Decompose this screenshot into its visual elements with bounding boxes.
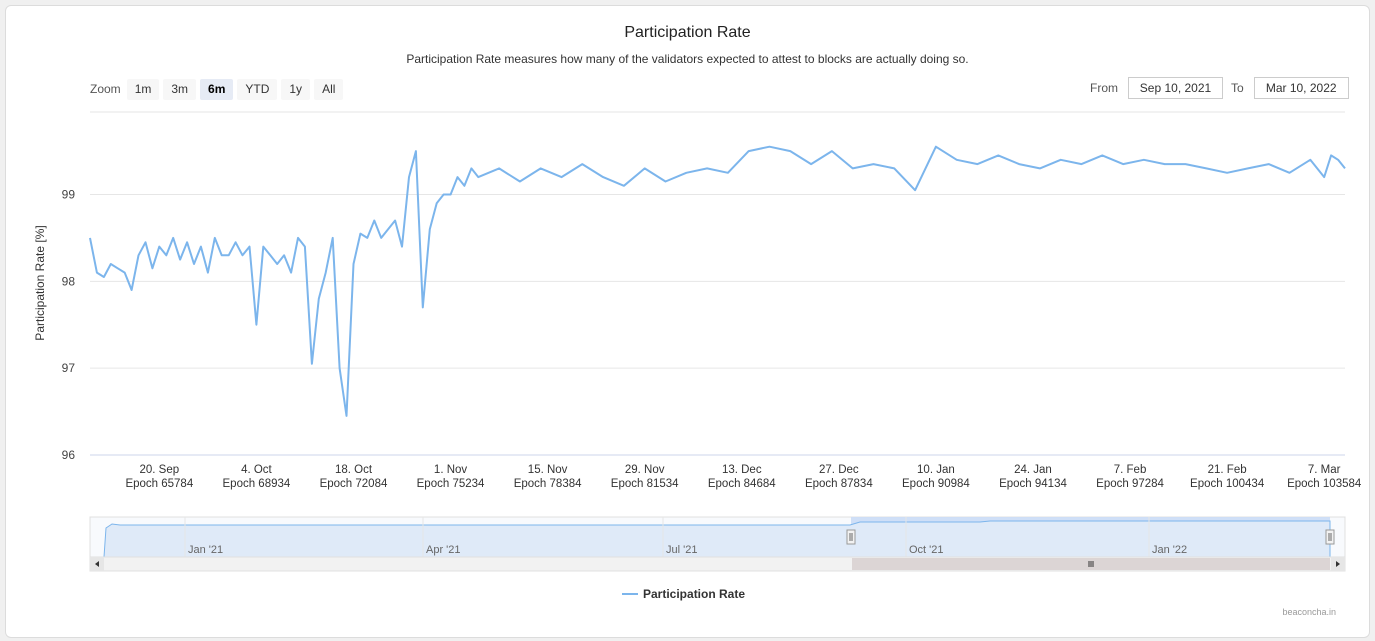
zoom-selector: Zoom 1m 3m 6m YTD 1y All [90, 78, 347, 100]
x-tick-epoch-8: Epoch 90984 [902, 478, 970, 490]
x-tick-epoch-11: Epoch 100434 [1190, 478, 1265, 490]
chart-title: Participation Rate [624, 24, 751, 41]
scroll-left-arrow-icon [95, 561, 99, 567]
x-tick-epoch-6: Epoch 84684 [708, 478, 776, 490]
scroll-right-arrow-icon [1336, 561, 1340, 567]
x-tick-epoch-0: Epoch 65784 [125, 478, 193, 490]
y-tick-label-1: 97 [62, 361, 76, 375]
from-label: From [1090, 81, 1118, 95]
zoom-1m-button[interactable]: 1m [126, 78, 160, 100]
x-tick-date-1: 4. Oct [241, 464, 272, 476]
x-tick-date-2: 18. Oct [335, 464, 373, 476]
from-date-input[interactable]: Sep 10, 2021 [1128, 77, 1223, 99]
range-to: To Mar 10, 2022 [1231, 77, 1349, 99]
y-axis: 96 97 98 99 [62, 187, 76, 462]
zoom-1y-button[interactable]: 1y [281, 78, 311, 100]
to-date-input[interactable]: Mar 10, 2022 [1253, 77, 1349, 99]
x-tick-epoch-3: Epoch 75234 [417, 478, 485, 490]
legend-label: Participation Rate [643, 587, 746, 601]
x-tick-epoch-9: Epoch 94134 [999, 478, 1067, 490]
navigator-tick-label-3: Oct '21 [909, 544, 944, 556]
y-tick-label-0: 96 [62, 448, 76, 462]
zoom-ytd-button[interactable]: YTD [237, 78, 278, 100]
y-tick-label-2: 98 [62, 274, 76, 288]
navigator-tick-label-2: Jul '21 [666, 544, 697, 556]
x-tick-date-0: 20. Sep [140, 464, 180, 476]
x-axis: 20. Sep Epoch 65784 4. Oct Epoch 68934 18. O… [90, 454, 1362, 490]
y-tick-label-3: 99 [62, 187, 76, 201]
x-tick-date-6: 13. Dec [722, 464, 762, 476]
navigator: Jan '21 Apr '21 Jul '21 Oct '21 Jan '22 [89, 516, 1346, 572]
x-tick-epoch-2: Epoch 72084 [320, 478, 388, 490]
chart-subtitle: Participation Rate measures how many of … [406, 52, 969, 66]
x-tick-date-4: 15. Nov [528, 464, 568, 476]
x-tick-epoch-1: Epoch 68934 [223, 478, 291, 490]
navigator-series [103, 520, 1331, 558]
y-axis-title: Participation Rate [%] [33, 225, 47, 340]
x-tick-epoch-4: Epoch 78384 [514, 478, 582, 490]
x-tick-date-12: 7. Mar [1308, 464, 1341, 476]
x-tick-date-11: 21. Feb [1208, 464, 1247, 476]
x-tick-epoch-7: Epoch 87834 [805, 478, 873, 490]
x-tick-date-3: 1. Nov [434, 464, 467, 476]
range-from: From Sep 10, 2021 [1090, 77, 1223, 99]
x-tick-date-5: 29. Nov [625, 464, 665, 476]
x-tick-epoch-12: Epoch 103584 [1287, 478, 1362, 490]
x-tick-date-10: 7. Feb [1114, 464, 1147, 476]
navigator-tick-label-0: Jan '21 [188, 544, 223, 556]
zoom-6m-button[interactable]: 6m [200, 78, 234, 100]
legend-item-participation-rate[interactable]: Participation Rate [622, 587, 745, 601]
navigator-tick-label-4: Jan '22 [1152, 544, 1187, 556]
zoom-label: Zoom [90, 82, 121, 96]
x-tick-date-9: 24. Jan [1014, 464, 1052, 476]
series-line-participation-rate [89, 145, 1346, 417]
navigator-handle-left[interactable] [846, 529, 856, 545]
legend-swatch [622, 593, 638, 595]
navigator-tick-label-1: Apr '21 [426, 544, 461, 556]
navigator-ticks: Jan '21 Apr '21 Jul '21 Oct '21 Jan '22 [184, 517, 1187, 557]
x-tick-date-7: 27. Dec [819, 464, 859, 476]
navigator-handle-right[interactable] [1325, 529, 1335, 545]
x-tick-date-8: 10. Jan [917, 464, 955, 476]
credit-link[interactable]: beaconcha.in [1282, 607, 1336, 617]
x-tick-epoch-10: Epoch 97284 [1096, 478, 1164, 490]
x-tick-epoch-5: Epoch 81534 [611, 478, 679, 490]
to-label: To [1231, 81, 1244, 95]
zoom-3m-button[interactable]: 3m [163, 78, 197, 100]
zoom-all-button[interactable]: All [314, 78, 344, 100]
